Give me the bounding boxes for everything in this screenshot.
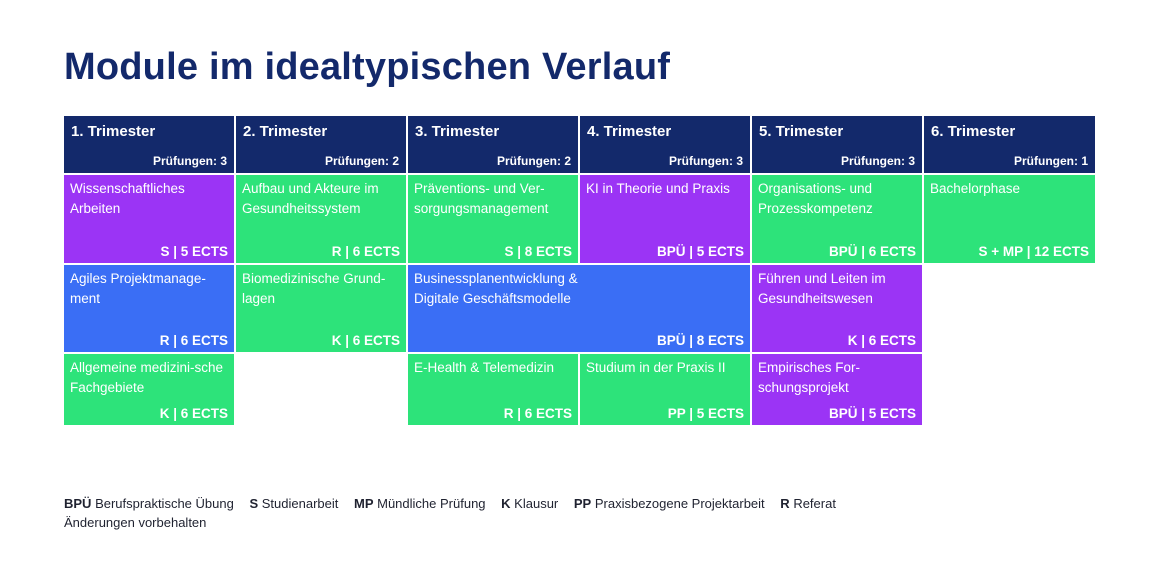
trimester-exams: Prüfungen: 2 (497, 154, 571, 168)
module-name: Empirisches For-schungsprojekt (758, 360, 861, 395)
module-card: Studium in der Praxis II PP | 5 ECTS (580, 354, 750, 425)
trimester-name: 4. Trimester (587, 123, 672, 140)
trimester-exams: Prüfungen: 1 (1014, 154, 1088, 168)
module-credits: PP | 5 ECTS (667, 406, 744, 421)
trimester-header-3: 3. Trimester Prüfungen: 2 (408, 116, 578, 173)
trimester-name: 5. Trimester (759, 123, 844, 140)
module-credits: BPÜ | 5 ECTS (828, 406, 916, 421)
legend-item: K Klausur (501, 496, 558, 511)
module-card: Führen und Leiten im Gesundheitswesen K … (752, 265, 922, 352)
legend-text: Studienarbeit (261, 496, 339, 511)
module-name: Businessplanentwicklung & Digitale Gesch… (414, 271, 578, 306)
module-credits: R | 6 ECTS (503, 406, 572, 421)
legend-abbr: R (780, 496, 790, 511)
legend-abbr: PP (573, 496, 592, 511)
module-name: Biomedizinische Grund-lagen (242, 271, 386, 306)
legend-text: Praxisbezogene Projektarbeit (594, 496, 765, 511)
module-card: Organisations- und Prozesskompetenz BPÜ … (752, 175, 922, 263)
module-grid: 1. Trimester Prüfungen: 3 2. Trimester P… (64, 116, 1095, 425)
module-card: Businessplanentwicklung & Digitale Gesch… (408, 265, 750, 352)
module-credits: S | 5 ECTS (160, 244, 228, 259)
legend-item: R Referat (780, 496, 836, 511)
legend-row: BPÜ Berufspraktische Übung S Studienarbe… (64, 494, 848, 513)
module-name: Allgemeine medizini-sche Fachgebiete (70, 360, 224, 395)
module-name: Agiles Projektmanage-ment (70, 271, 206, 306)
module-name: E-Health & Telemedizin (414, 360, 555, 375)
module-credits: K | 6 ECTS (847, 333, 916, 348)
module-name: KI in Theorie und Praxis (586, 181, 730, 196)
module-name: Aufbau und Akteure im Gesundheitssystem (242, 181, 379, 216)
legend-abbr: BPÜ (64, 496, 92, 511)
trimester-header-6: 6. Trimester Prüfungen: 1 (924, 116, 1095, 173)
trimester-header-5: 5. Trimester Prüfungen: 3 (752, 116, 922, 173)
footnote: Änderungen vorbehalten (64, 515, 207, 530)
module-card: Aufbau und Akteure im Gesundheitssystem … (236, 175, 406, 263)
module-card: Empirisches For-schungsprojekt BPÜ | 5 E… (752, 354, 922, 425)
trimester-exams: Prüfungen: 3 (841, 154, 915, 168)
module-credits: BPÜ | 8 ECTS (656, 333, 744, 348)
trimester-header-2: 2. Trimester Prüfungen: 2 (236, 116, 406, 173)
trimester-name: 6. Trimester (931, 123, 1016, 140)
trimester-exams: Prüfungen: 3 (153, 154, 227, 168)
module-card: Wissenschaftliches Arbeiten S | 5 ECTS (64, 175, 234, 263)
module-card: KI in Theorie und Praxis BPÜ | 5 ECTS (580, 175, 750, 263)
legend-item: BPÜ Berufspraktische Übung (64, 496, 234, 511)
legend-abbr: K (501, 496, 511, 511)
legend-item: S Studienarbeit (249, 496, 338, 511)
module-name: Präventions- und Ver-sorgungsmanagement (414, 181, 549, 216)
module-name: Studium in der Praxis II (586, 360, 726, 375)
module-card: E-Health & Telemedizin R | 6 ECTS (408, 354, 578, 425)
module-credits: R | 6 ECTS (159, 333, 228, 348)
module-card: Allgemeine medizini-sche Fachgebiete K |… (64, 354, 234, 425)
page-title: Module im idealtypischen Verlauf (64, 46, 671, 88)
module-name: Bachelorphase (930, 181, 1021, 196)
trimester-name: 1. Trimester (71, 123, 156, 140)
trimester-header-1: 1. Trimester Prüfungen: 3 (64, 116, 234, 173)
legend-abbr: S (249, 496, 259, 511)
trimester-exams: Prüfungen: 3 (669, 154, 743, 168)
legend-text: Klausur (514, 496, 559, 511)
module-credits: S + MP | 12 ECTS (978, 244, 1089, 259)
module-name: Wissenschaftliches Arbeiten (70, 181, 185, 216)
legend-abbr: MP (354, 496, 374, 511)
module-name: Führen und Leiten im Gesundheitswesen (758, 271, 886, 306)
module-credits: BPÜ | 5 ECTS (656, 244, 744, 259)
trimester-exams: Prüfungen: 2 (325, 154, 399, 168)
module-credits: K | 6 ECTS (159, 406, 228, 421)
legend-text: Referat (793, 496, 836, 511)
module-card: Biomedizinische Grund-lagen K | 6 ECTS (236, 265, 406, 352)
module-credits: S | 8 ECTS (504, 244, 572, 259)
legend-item: MP Mündliche Prüfung (354, 496, 486, 511)
trimester-name: 3. Trimester (415, 123, 500, 140)
module-credits: R | 6 ECTS (331, 244, 400, 259)
module-name: Organisations- und Prozesskompetenz (758, 181, 873, 216)
legend-text: Berufspraktische Übung (95, 496, 234, 511)
module-card: Agiles Projektmanage-ment R | 6 ECTS (64, 265, 234, 352)
legend: BPÜ Berufspraktische Übung S Studienarbe… (64, 494, 848, 532)
module-card: Präventions- und Ver-sorgungsmanagement … (408, 175, 578, 263)
legend-item: PP Praxisbezogene Projektarbeit (574, 496, 765, 511)
trimester-header-4: 4. Trimester Prüfungen: 3 (580, 116, 750, 173)
module-credits: BPÜ | 6 ECTS (828, 244, 916, 259)
module-credits: K | 6 ECTS (331, 333, 400, 348)
trimester-name: 2. Trimester (243, 123, 328, 140)
legend-text: Mündliche Prüfung (377, 496, 486, 511)
module-card: Bachelorphase S + MP | 12 ECTS (924, 175, 1095, 263)
